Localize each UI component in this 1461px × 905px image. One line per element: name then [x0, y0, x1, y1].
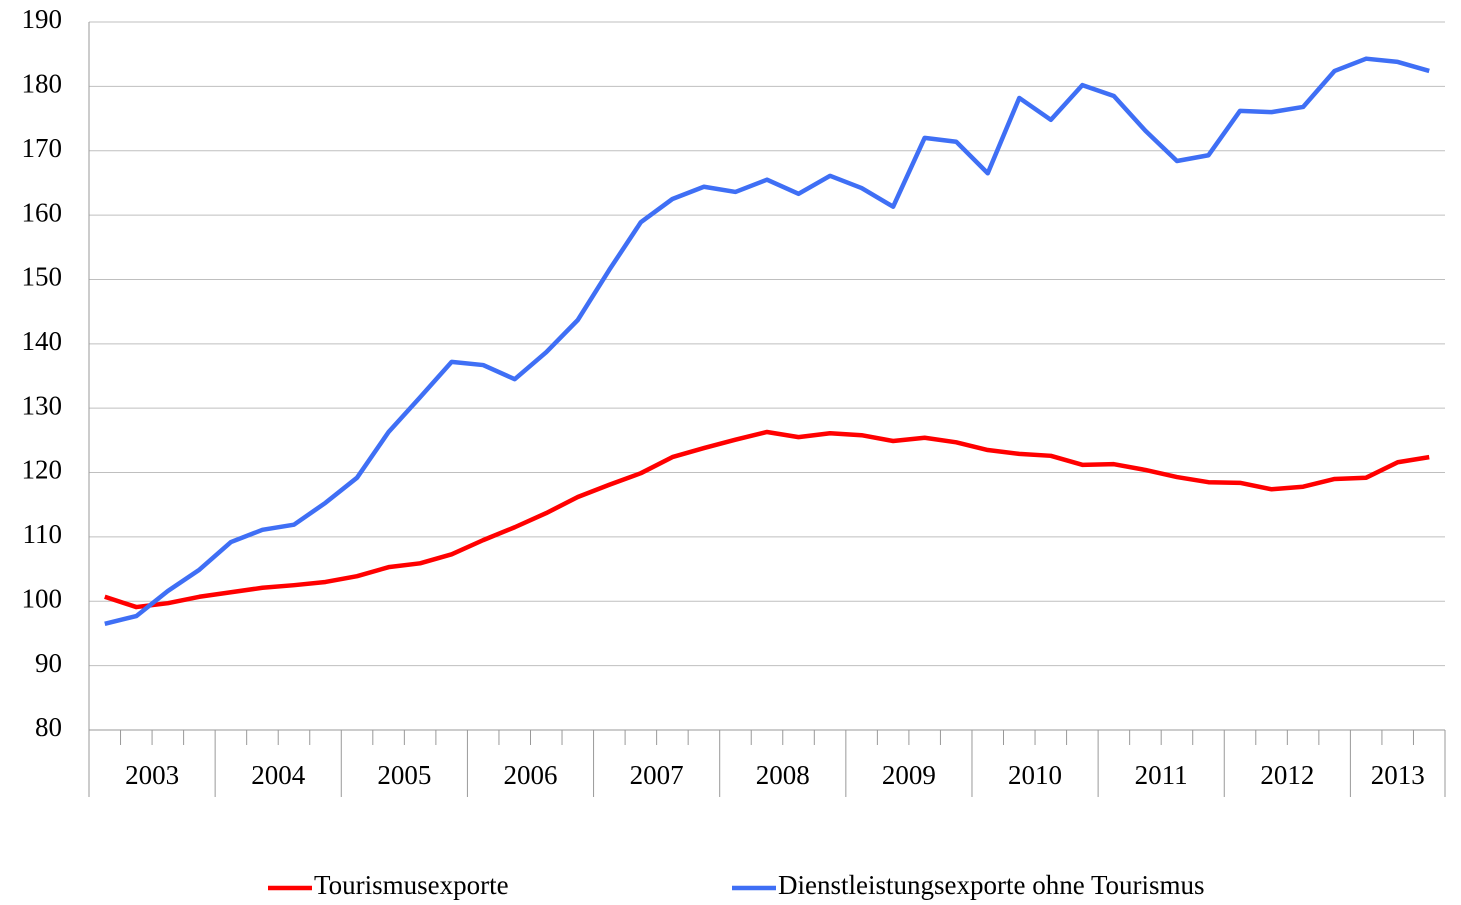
x-tick-label: 2007 [630, 760, 684, 790]
x-tick-label: 2008 [756, 760, 810, 790]
x-tick-label: 2005 [377, 760, 431, 790]
y-tick-label: 180 [22, 69, 63, 99]
x-tick-label: 2013 [1371, 760, 1425, 790]
x-tick-label: 2004 [251, 760, 306, 790]
y-tick-label: 190 [22, 4, 63, 34]
series-line [104, 429, 1430, 610]
y-tick-label: 90 [35, 648, 62, 678]
x-tick-label: 2011 [1135, 760, 1188, 790]
x-tick-label: 2009 [882, 760, 936, 790]
y-tick-label: 160 [22, 197, 63, 227]
x-tick-label: 2006 [503, 760, 557, 790]
y-tick-label: 110 [23, 519, 63, 549]
x-tick-label: 2010 [1008, 760, 1062, 790]
y-tick-label: 80 [35, 712, 62, 742]
y-tick-label: 120 [22, 455, 63, 485]
y-tick-label: 170 [22, 133, 63, 163]
y-tick-label: 150 [22, 262, 63, 292]
y-tick-label: 100 [22, 583, 63, 613]
series-line [104, 56, 1430, 626]
x-tick-label: 2003 [125, 760, 179, 790]
x-tick-label: 2012 [1260, 760, 1314, 790]
legend-label: Dienstleistungsexporte ohne Tourismus [778, 870, 1205, 900]
y-tick-label: 130 [22, 390, 63, 420]
legend-label: Tourismusexporte [314, 870, 509, 900]
y-tick-label: 140 [22, 326, 63, 356]
